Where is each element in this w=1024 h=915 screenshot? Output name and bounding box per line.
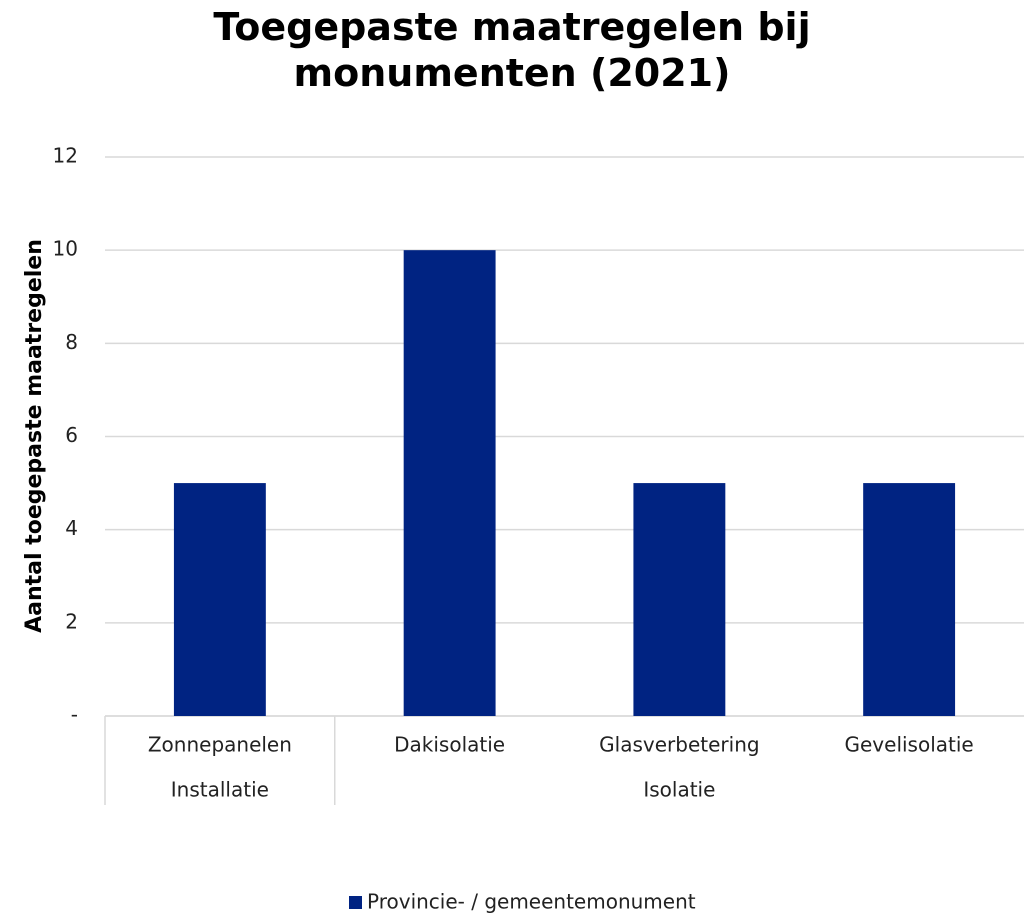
legend-label: Provincie- / gemeentemonument <box>367 890 696 914</box>
x-tick-label: Gevelisolatie <box>845 733 974 757</box>
y-axis-label: Aantal toegepaste maatregelen <box>22 239 47 633</box>
x-tick-label: Zonnepanelen <box>148 733 292 757</box>
y-tick-label: 4 <box>65 516 78 540</box>
group-label: Installatie <box>171 778 269 802</box>
y-tick-label: - <box>71 703 78 727</box>
bar <box>863 483 956 716</box>
title-box: Toegepaste maatregelen bij monumenten (2… <box>0 4 1024 96</box>
y-tick-label: 10 <box>53 237 78 261</box>
y-tick-label: 12 <box>53 144 78 168</box>
bar <box>173 483 266 716</box>
legend-swatch <box>349 896 362 909</box>
y-tick-label: 8 <box>65 330 78 354</box>
chart-title: Toegepaste maatregelen bij monumenten (2… <box>213 5 811 95</box>
x-tick-label: Glasverbetering <box>599 733 759 757</box>
x-tick-label: Dakisolatie <box>394 733 505 757</box>
group-label: Isolatie <box>643 778 715 802</box>
bar <box>403 250 496 716</box>
bar <box>633 483 726 716</box>
y-tick-label: 2 <box>65 609 78 633</box>
y-tick-label: 6 <box>65 423 78 447</box>
